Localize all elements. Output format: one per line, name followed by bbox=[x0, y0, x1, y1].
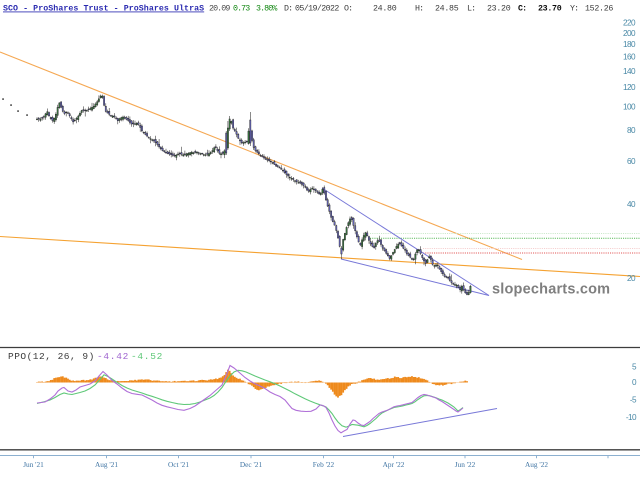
svg-text:160: 160 bbox=[623, 53, 636, 62]
svg-text:-10: -10 bbox=[626, 413, 637, 422]
svg-text:-4.42: -4.42 bbox=[97, 351, 129, 362]
svg-text:Aug '21: Aug '21 bbox=[95, 460, 118, 469]
svg-text:200: 200 bbox=[623, 29, 636, 38]
svg-text:O:: O: bbox=[344, 5, 352, 14]
svg-text:80: 80 bbox=[627, 126, 636, 135]
svg-text:20.09: 20.09 bbox=[209, 5, 230, 14]
svg-text:40: 40 bbox=[627, 200, 636, 209]
svg-text:slopecharts.com: slopecharts.com bbox=[492, 282, 610, 298]
svg-text:152.26: 152.26 bbox=[585, 5, 613, 14]
svg-text:3.80%: 3.80% bbox=[256, 5, 277, 14]
svg-text:Jun '22: Jun '22 bbox=[455, 460, 476, 469]
svg-text:-5: -5 bbox=[630, 396, 637, 405]
svg-text:C:: C: bbox=[518, 5, 526, 14]
svg-text:5: 5 bbox=[632, 362, 637, 371]
svg-text:60: 60 bbox=[627, 157, 636, 166]
svg-text:100: 100 bbox=[623, 102, 636, 111]
svg-text:Aug '22: Aug '22 bbox=[525, 460, 548, 469]
svg-text:24.80: 24.80 bbox=[373, 5, 397, 14]
svg-text:L:: L: bbox=[467, 5, 475, 14]
svg-text:120: 120 bbox=[623, 83, 636, 92]
svg-text:23.20: 23.20 bbox=[487, 5, 511, 14]
svg-text:Dec '21: Dec '21 bbox=[240, 460, 263, 469]
svg-text:D:: D: bbox=[284, 5, 292, 14]
svg-text:05/19/2022: 05/19/2022 bbox=[295, 4, 339, 14]
svg-text:-4.52: -4.52 bbox=[131, 351, 163, 362]
svg-text:SCO - ProShares Trust - ProSha: SCO - ProShares Trust - ProShares UltraS bbox=[3, 4, 204, 14]
svg-text:Feb '22: Feb '22 bbox=[313, 460, 335, 469]
svg-text:H:: H: bbox=[415, 5, 423, 14]
svg-text:220: 220 bbox=[623, 18, 636, 27]
svg-text:Jun '21: Jun '21 bbox=[23, 460, 44, 469]
svg-text:180: 180 bbox=[623, 40, 636, 49]
svg-text:PPO(12, 26, 9): PPO(12, 26, 9) bbox=[8, 351, 95, 362]
svg-text:0: 0 bbox=[632, 378, 637, 387]
svg-text:140: 140 bbox=[623, 67, 636, 76]
svg-text:23.70: 23.70 bbox=[538, 5, 562, 14]
svg-text:Apr '22: Apr '22 bbox=[383, 460, 405, 469]
svg-text:Y:: Y: bbox=[570, 5, 578, 14]
svg-text:24.85: 24.85 bbox=[435, 5, 459, 14]
svg-text:0.73: 0.73 bbox=[233, 5, 250, 14]
svg-text:Oct '21: Oct '21 bbox=[168, 460, 189, 469]
svg-text:20: 20 bbox=[627, 274, 636, 283]
